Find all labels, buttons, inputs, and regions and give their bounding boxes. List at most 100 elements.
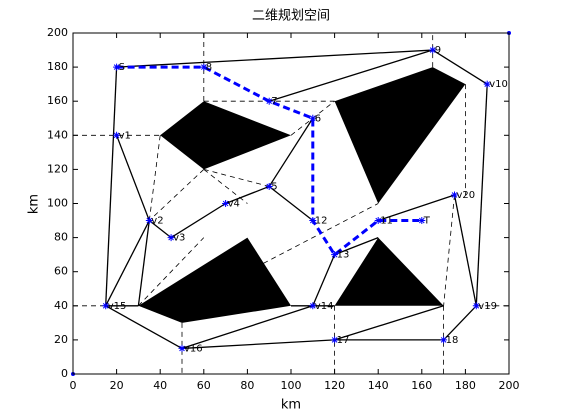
node-marker	[374, 217, 382, 225]
solid-edge	[432, 49, 488, 85]
solid-edge	[377, 194, 455, 222]
node-label: v19	[478, 301, 497, 312]
node-marker	[309, 114, 317, 122]
solid-edge	[116, 49, 433, 68]
solid-edge	[453, 194, 477, 306]
node-label: v4	[228, 199, 240, 210]
x-tick-label: 0	[70, 379, 77, 392]
dashed-edge	[247, 203, 379, 273]
y-tick-label: 160	[47, 94, 68, 107]
solid-edge	[475, 84, 488, 306]
obstacle	[334, 67, 466, 204]
node-marker	[222, 200, 230, 207]
node-label: 12	[315, 216, 328, 227]
node-label: 18	[446, 335, 459, 346]
x-tick-label: 20	[110, 379, 124, 392]
node-label: 13	[337, 250, 350, 261]
x-tick-label: 140	[368, 379, 389, 392]
x-tick-label: 160	[411, 379, 432, 392]
node-label: 6	[315, 113, 321, 124]
y-tick-label: 0	[61, 367, 68, 380]
node-label: v3	[173, 233, 185, 244]
y-tick-label: 80	[54, 231, 68, 244]
obstacle	[334, 237, 444, 306]
node-marker	[331, 251, 339, 259]
node-label: T	[423, 216, 431, 227]
solid-edge	[334, 305, 444, 341]
dashed-edge	[203, 169, 270, 187]
node-marker	[265, 182, 273, 190]
solid-edge	[225, 185, 270, 205]
y-tick-label: 120	[47, 162, 68, 175]
y-axis-label: km	[27, 194, 42, 214]
node-marker	[483, 80, 491, 88]
node-marker	[178, 344, 186, 352]
node-label: 9	[435, 45, 441, 56]
x-tick-label: 80	[240, 379, 254, 392]
solid-edge	[269, 49, 433, 102]
dashed-edge	[443, 194, 455, 306]
y-tick-label: 100	[47, 197, 68, 210]
node-marker	[113, 63, 121, 71]
solid-edge	[181, 305, 314, 350]
obstacle	[138, 237, 291, 323]
node-marker	[309, 302, 317, 310]
node-label: 8	[206, 62, 212, 73]
solid-edge	[443, 305, 477, 341]
node-marker	[167, 234, 175, 242]
solid-edge	[268, 117, 314, 187]
node-marker	[309, 217, 317, 225]
solid-edge	[105, 220, 150, 307]
x-axis-label: km	[281, 398, 301, 413]
node-label: v15	[108, 301, 127, 312]
node-label: v10	[489, 79, 508, 90]
node-marker	[451, 191, 458, 199]
solid-edge	[334, 236, 379, 256]
node-label: 5	[271, 181, 277, 192]
x-tick-label: 200	[499, 379, 520, 392]
node-marker	[145, 217, 153, 225]
solid-edge	[105, 305, 183, 349]
solid-edge	[148, 220, 172, 239]
solid-edge	[105, 67, 118, 306]
y-tick-label: 20	[54, 333, 68, 346]
node-marker	[440, 336, 448, 344]
node-marker	[472, 302, 480, 310]
node-label: 7	[271, 96, 277, 107]
solid-edge	[137, 220, 150, 306]
solid-edge	[181, 339, 335, 350]
x-tick-label: 180	[455, 379, 476, 392]
solid-edge	[312, 254, 336, 307]
node-label: v2	[151, 216, 163, 227]
y-tick-label: 180	[47, 60, 68, 73]
y-tick-label: 60	[54, 265, 68, 278]
node-label: 17	[337, 335, 350, 346]
node-label: 11	[380, 216, 393, 227]
path-line	[116, 65, 422, 257]
node-marker	[200, 63, 208, 71]
node-marker	[102, 302, 110, 310]
dashed-edge	[149, 169, 205, 221]
node-label: v20	[457, 190, 476, 201]
chart-title: 二维规划空间	[252, 9, 330, 24]
solid-edge	[115, 135, 150, 221]
node-label: v1	[119, 130, 131, 141]
solid-edge	[170, 202, 226, 239]
y-tick-label: 40	[54, 299, 68, 312]
node-marker	[418, 217, 426, 225]
node-marker	[331, 336, 339, 344]
solid-edge	[268, 185, 314, 222]
obstacle	[160, 101, 291, 170]
node-label: v16	[184, 343, 203, 354]
node-label: v14	[315, 301, 334, 312]
y-tick-label: 140	[47, 128, 68, 141]
node-marker	[429, 46, 437, 54]
y-tick-label: 200	[47, 26, 68, 39]
x-tick-label: 60	[197, 379, 211, 392]
dashed-edge	[138, 237, 205, 307]
node-label: S	[119, 62, 125, 73]
x-tick-label: 40	[153, 379, 167, 392]
x-tick-label: 120	[324, 379, 345, 392]
node-marker	[113, 131, 121, 139]
